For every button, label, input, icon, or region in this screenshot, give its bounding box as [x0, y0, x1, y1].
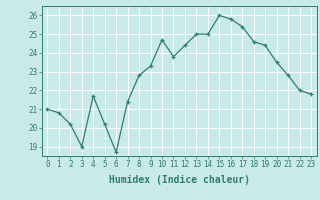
- X-axis label: Humidex (Indice chaleur): Humidex (Indice chaleur): [109, 175, 250, 185]
